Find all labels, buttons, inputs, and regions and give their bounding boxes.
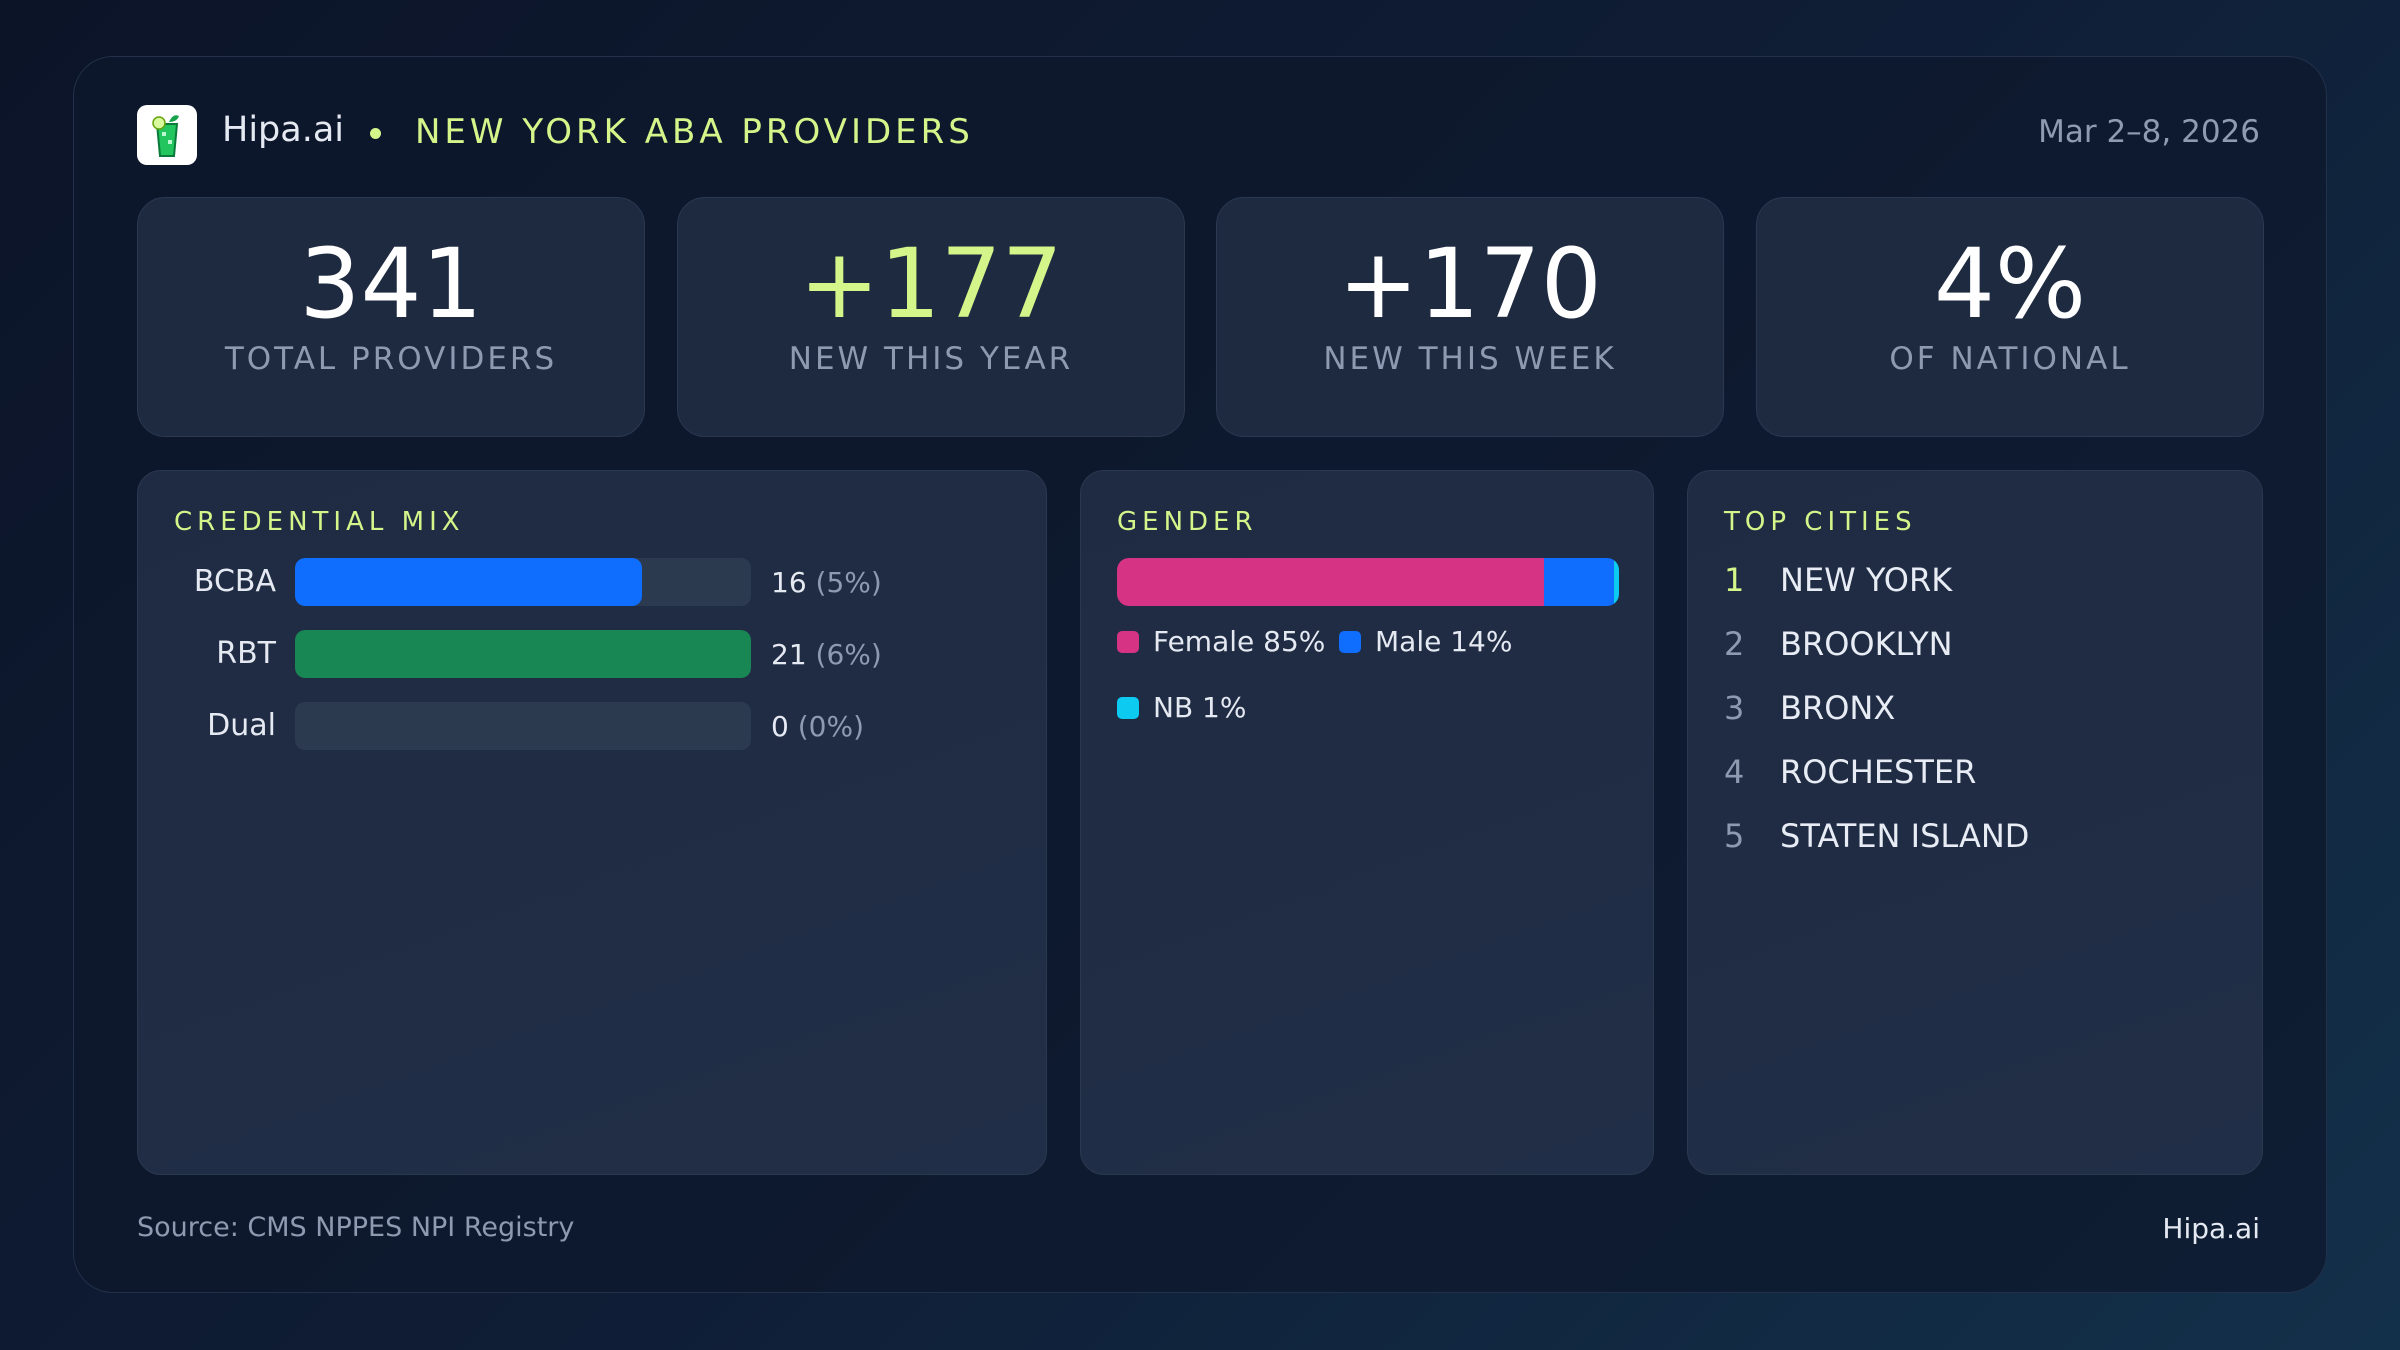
brand-name: Hipa.ai [222, 110, 345, 150]
stat-value: 4% [1933, 228, 2087, 340]
credential-pct: (5%) [815, 566, 882, 599]
stat-new-this-week: +170 NEW THIS WEEK [1216, 197, 1724, 437]
stat-total-providers: 341 TOTAL PROVIDERS [137, 197, 645, 437]
city-list-item: 1 NEW YORK [1724, 561, 1952, 599]
male-swatch [1339, 630, 1361, 653]
legend-label: Male 14% [1375, 625, 1513, 658]
city-rank: 1 [1724, 561, 1745, 599]
gender-stacked-bar [1117, 558, 1619, 606]
credential-count: 21 [771, 638, 807, 671]
credential-bar-track [295, 558, 751, 606]
panel-title: GENDER [1117, 507, 1258, 537]
stat-value: 341 [299, 228, 483, 340]
credential-row-bcba: BCBA 16 (5%) [138, 558, 1046, 606]
city-name: NEW YORK [1780, 561, 1953, 599]
stat-label: TOTAL PROVIDERS [224, 340, 558, 377]
credential-bar-fill [295, 558, 643, 606]
credential-bar-fill [295, 630, 751, 678]
city-name: BRONX [1780, 689, 1896, 727]
credential-mix-panel: CREDENTIAL MIX BCBA 16 (5%) RBT 21 (6%) Du… [137, 470, 1047, 1175]
credential-pct: (0%) [797, 710, 865, 743]
separator-dot [370, 128, 381, 139]
city-rank: 2 [1724, 625, 1745, 663]
city-rank: 5 [1724, 817, 1745, 855]
city-list-item: 3 BRONX [1724, 689, 1895, 727]
city-name: BROOKLYN [1780, 625, 1953, 663]
female-swatch [1117, 630, 1139, 653]
stat-label: OF NATIONAL [1889, 340, 2131, 377]
stat-label: NEW THIS WEEK [1323, 340, 1617, 377]
legend-nb: NB 1% [1117, 691, 1246, 724]
credential-row-dual: Dual 0 (0%) [138, 702, 1046, 750]
city-name: ROCHESTER [1780, 753, 1977, 791]
city-list-item: 2 BROOKLYN [1724, 625, 1953, 663]
top-cities-panel: TOP CITIES 1 NEW YORK 2 BROOKLYN 3 BRONX 4 ROCH… [1687, 470, 2263, 1175]
city-rank: 4 [1724, 753, 1745, 791]
legend-label: Female 85% [1153, 625, 1326, 658]
nb-swatch [1117, 696, 1139, 719]
credential-name: Dual [207, 708, 276, 743]
credential-value: 16 (5%) [771, 566, 882, 599]
legend-label: NB 1% [1153, 691, 1247, 724]
credential-bar-track [295, 702, 751, 750]
credential-bar-track [295, 630, 751, 678]
credential-count: 16 [771, 566, 807, 599]
credential-value: 21 (6%) [771, 638, 882, 671]
stat-value: +170 [1338, 228, 1602, 340]
legend-male: Male 14% [1339, 625, 1512, 658]
stat-new-this-year: +177 NEW THIS YEAR [677, 197, 1185, 437]
gender-panel: GENDER Female 85% Male 14% NB 1% [1080, 470, 1654, 1175]
city-rank: 3 [1724, 689, 1745, 727]
credential-name: BCBA [193, 564, 276, 599]
city-name: STATEN ISLAND [1780, 817, 2030, 855]
stat-of-national: 4% OF NATIONAL [1756, 197, 2264, 437]
credential-value: 0 (0%) [771, 710, 864, 743]
credential-row-rbt: RBT 21 (6%) [138, 630, 1046, 678]
city-list-item: 4 ROCHESTER [1724, 753, 1976, 791]
mojito-glass-icon [152, 115, 179, 157]
gender-segment [1613, 558, 1619, 606]
date-range: Mar 2–8, 2026 [2038, 114, 2260, 150]
source-note: Source: CMS NPPES NPI Registry [137, 1212, 575, 1243]
logo [137, 105, 197, 165]
footer-brand: Hipa.ai [2162, 1212, 2260, 1245]
city-list-item: 5 STATEN ISLAND [1724, 817, 2029, 855]
page-title: NEW YORK ABA PROVIDERS [415, 112, 974, 152]
panel-title: TOP CITIES [1724, 507, 1917, 537]
credential-count: 0 [771, 710, 789, 743]
credential-name: RBT [216, 636, 276, 671]
legend-female: Female 85% [1117, 625, 1325, 658]
stat-label: NEW THIS YEAR [788, 340, 1074, 377]
panel-title: CREDENTIAL MIX [174, 507, 465, 537]
gender-segment [1117, 558, 1544, 606]
stat-value: +177 [799, 228, 1063, 340]
gender-segment [1543, 558, 1614, 606]
credential-pct: (6%) [815, 638, 882, 671]
